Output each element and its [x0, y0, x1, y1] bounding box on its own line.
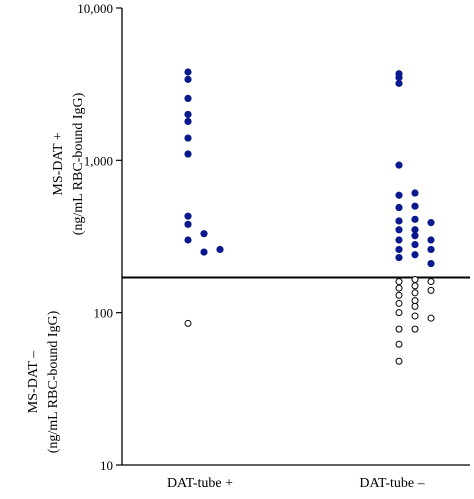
data-point-negative: [411, 302, 419, 310]
data-point-positive: [200, 248, 208, 256]
data-point-positive: [411, 189, 419, 197]
data-point-negative: [411, 297, 419, 305]
y-axis-label-lower-line-1: MS-DAT –: [26, 350, 41, 413]
data-point-negative: [395, 325, 403, 333]
data-point-positive: [395, 79, 403, 87]
data-point-positive: [184, 134, 192, 142]
data-point-positive: [184, 75, 192, 83]
data-point-positive: [395, 226, 403, 234]
data-point-positive: [395, 203, 403, 212]
y-axis-label-lower: MS-DAT –: [26, 350, 41, 413]
data-point-positive: [184, 212, 192, 220]
data-point-positive: [411, 232, 419, 240]
data-point-positive: [411, 240, 419, 249]
data-point-positive: [184, 94, 192, 103]
data-point-positive: [184, 110, 192, 119]
data-point-negative: [411, 282, 419, 290]
data-point-positive: [395, 191, 403, 199]
data-point-negative: [427, 314, 435, 322]
y-tick-label: 100: [94, 306, 114, 321]
data-point-positive: [411, 215, 419, 223]
data-point-negative: [395, 278, 403, 286]
data-point-positive: [395, 253, 403, 262]
data-point-negative: [184, 319, 192, 327]
category-label-dat-tube-positive: DAT-tube +: [167, 476, 233, 491]
data-point-positive: [427, 219, 435, 227]
category-label-dat-tube-negative: DAT-tube –: [359, 476, 425, 491]
y-axis-label-upper-line-2: (ng/mL RBC-bound IgG): [71, 92, 86, 235]
data-point-positive: [395, 73, 403, 82]
y-axis-ticks: 10 100 1,000 10,000: [77, 1, 122, 473]
data-point-positive: [411, 251, 419, 259]
y-axis-label-upper-line-1: MS-DAT +: [51, 132, 66, 195]
y-tick-label: 10,000: [77, 1, 113, 16]
data-point-negative: [411, 276, 419, 284]
data-point-negative: [395, 340, 403, 348]
data-point-positive: [411, 226, 419, 234]
data-point-negative: [395, 284, 403, 292]
y-tick-label: 1,000: [84, 153, 113, 168]
data-point-negative: [395, 299, 403, 307]
data-points: [184, 68, 435, 365]
data-point-positive: [200, 230, 208, 238]
data-point-positive: [395, 245, 403, 254]
data-point-positive: [411, 202, 419, 210]
data-point-negative: [395, 309, 403, 317]
y-axis-label-upper: MS-DAT +: [51, 132, 66, 195]
data-point-positive: [184, 68, 192, 76]
data-point-negative: [411, 312, 419, 320]
data-point-positive: [395, 161, 403, 169]
y-axis-label-upper-units: (ng/mL RBC-bound IgG): [71, 92, 86, 235]
data-point-negative: [411, 325, 419, 333]
data-point-positive: [427, 245, 435, 254]
data-point-negative: [427, 278, 435, 286]
data-point-negative: [411, 289, 419, 297]
data-point-positive: [427, 236, 435, 244]
y-axis-label-lower-line-2: (ng/mL RBC-bound IgG): [46, 310, 61, 453]
data-point-positive: [395, 236, 403, 244]
data-point-negative: [427, 286, 435, 294]
data-point-negative: [395, 291, 403, 299]
y-axis-label-lower-units: (ng/mL RBC-bound IgG): [46, 310, 61, 453]
data-point-positive: [184, 220, 192, 228]
data-point-negative: [395, 357, 403, 365]
data-point-positive: [427, 259, 435, 268]
y-tick-label: 10: [100, 458, 113, 473]
data-point-positive: [184, 236, 192, 244]
data-point-positive: [216, 245, 224, 254]
data-point-positive: [184, 150, 192, 158]
data-point-positive: [184, 117, 192, 126]
data-point-positive: [395, 217, 403, 225]
